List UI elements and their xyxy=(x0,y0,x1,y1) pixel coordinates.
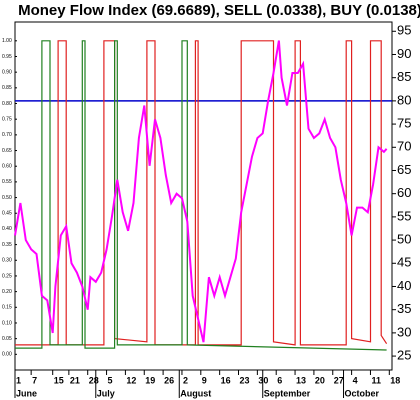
month-label: September xyxy=(264,388,311,398)
x-tick-label: 19 xyxy=(145,375,155,385)
month-label: August xyxy=(180,388,211,398)
x-tick-label: 23 xyxy=(240,375,250,385)
month-label: October xyxy=(345,388,380,398)
y2-tick-label: 30 xyxy=(397,324,411,339)
y-tick-label: 0.05 xyxy=(2,336,12,342)
y2-tick-label: 35 xyxy=(397,301,411,316)
x-tick-label: 30 xyxy=(258,375,268,385)
y-tick-label: 0.85 xyxy=(2,85,12,91)
y-tick-label: 0.10 xyxy=(2,320,12,326)
y2-tick-label: 95 xyxy=(397,23,411,38)
x-tick-label: 21 xyxy=(70,375,80,385)
y2-tick-label: 65 xyxy=(397,162,411,177)
x-tick-label: 18 xyxy=(390,375,400,385)
y2-tick-label: 75 xyxy=(397,116,411,131)
series-line xyxy=(15,40,387,351)
y-tick-label: 0.00 xyxy=(2,352,12,358)
y2-tick-label: 70 xyxy=(397,139,411,154)
y-tick-label: 0.55 xyxy=(2,179,12,185)
chart-title: Money Flow Index (69.6689), SELL (0.0338… xyxy=(18,2,420,19)
x-tick-label: 5 xyxy=(108,375,113,385)
y2-tick-label: 55 xyxy=(397,208,411,223)
y-tick-label: 0.65 xyxy=(2,148,12,154)
y-tick-label: 0.30 xyxy=(2,258,12,264)
y-tick-label: 0.75 xyxy=(2,117,12,123)
y-tick-label: 0.45 xyxy=(2,211,12,217)
x-tick-label: 13 xyxy=(296,375,306,385)
x-tick-label: 27 xyxy=(334,375,344,385)
y-tick-label: 0.50 xyxy=(2,195,12,201)
y-tick-label: 0.95 xyxy=(2,54,12,60)
x-tick-label: 7 xyxy=(32,375,37,385)
x-tick-label: 16 xyxy=(221,375,231,385)
y2-tick-label: 80 xyxy=(397,92,411,107)
y-tick-label: 0.35 xyxy=(2,242,12,248)
x-tick-label: 2 xyxy=(183,375,188,385)
month-label: July xyxy=(97,388,115,398)
y2-tick-label: 90 xyxy=(397,46,411,61)
y-tick-label: 0.40 xyxy=(2,226,12,232)
y-tick-label: 0.15 xyxy=(2,305,12,311)
x-tick-label: 11 xyxy=(371,375,381,385)
y-tick-label: 0.70 xyxy=(2,132,12,138)
y-tick-label: 0.80 xyxy=(2,101,12,107)
y2-tick-label: 60 xyxy=(397,185,411,200)
y-tick-label: 0.20 xyxy=(2,289,12,295)
y-tick-label: 0.25 xyxy=(2,273,12,279)
y2-tick-label: 40 xyxy=(397,278,411,293)
x-tick-label: 4 xyxy=(353,375,358,385)
x-tick-label: 15 xyxy=(54,375,64,385)
x-tick-label: 6 xyxy=(277,375,282,385)
x-tick-label: 26 xyxy=(164,375,174,385)
y2-tick-label: 50 xyxy=(397,232,411,247)
y-tick-label: 0.90 xyxy=(2,69,12,75)
y-tick-label: 1.00 xyxy=(2,38,12,44)
series-line xyxy=(14,40,388,343)
y2-tick-label: 25 xyxy=(397,348,411,363)
x-tick-label: 9 xyxy=(202,375,207,385)
y2-tick-label: 45 xyxy=(397,255,411,270)
series-line xyxy=(15,40,388,346)
x-tick-label: 28 xyxy=(89,375,99,385)
y-tick-label: 0.60 xyxy=(2,164,12,170)
x-tick-label: 12 xyxy=(126,375,136,385)
y2-tick-label: 85 xyxy=(397,69,411,84)
x-tick-label: 20 xyxy=(315,375,325,385)
x-tick-label: 1 xyxy=(16,375,21,385)
month-label: June xyxy=(16,388,37,398)
plot-area xyxy=(14,21,393,371)
